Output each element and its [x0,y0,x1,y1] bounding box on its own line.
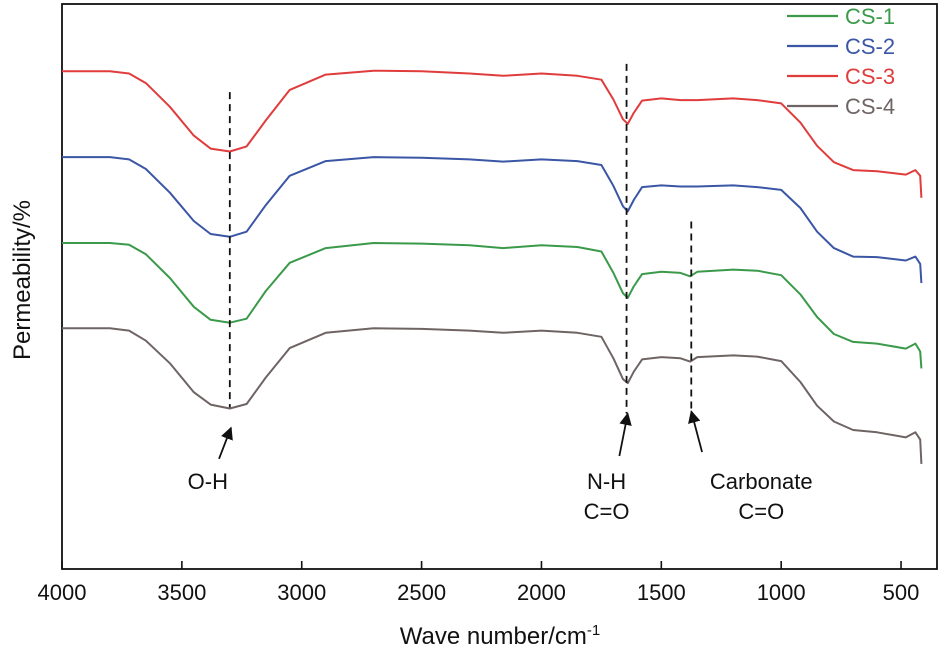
x-tick-label-1500: 1500 [637,580,686,605]
nh-label-0: N-H [587,469,626,494]
legend-label-cs-3: CS-3 [845,64,895,89]
x-tick-label-500: 500 [883,580,920,605]
x-axis-ticks [61,561,902,569]
carbonate-arrow [688,410,703,453]
x-axis-title: Wave number/cm-1 [400,622,601,650]
legend-label-cs-4: CS-4 [845,94,895,119]
reference-lines [228,63,693,414]
x-tick-label-1000: 1000 [757,580,806,605]
plot-frame [61,3,938,570]
y-axis-title: Permeability/% [9,200,36,360]
oh-label-0: O-H [188,469,228,494]
x-tick-label-3500: 3500 [157,580,206,605]
carbonate-label-1: C=O [738,499,784,524]
legend: CS-1 CS-2 CS-3 CS-4 [787,4,895,119]
nh-arrow [618,412,632,457]
legend-label-cs-1: CS-1 [845,4,895,29]
nh-label-1: C=O [584,499,630,524]
x-tick-label-2500: 2500 [397,580,446,605]
x-tick-label-4000: 4000 [38,580,87,605]
x-axis-tick-labels: 4000 3500 3000 2500 2000 1500 1000 500 [38,580,920,605]
series-line-cs-1 [62,242,923,369]
annotations: O-H N-H C=O Carbonate C=O [188,410,813,524]
series-line-cs-3 [62,69,923,198]
legend-label-cs-2: CS-2 [845,34,895,59]
series-line-cs-4 [62,327,923,464]
x-tick-label-2000: 2000 [517,580,566,605]
x-axis-title-superscript: -1 [587,622,600,639]
x-tick-label-3000: 3000 [277,580,326,605]
series-lines [62,69,923,464]
carbonate-label-0: Carbonate [710,469,813,494]
series-line-cs-2 [62,156,923,284]
oh-arrow [218,426,233,460]
x-axis-title-text: Wave number/cm [400,623,587,650]
